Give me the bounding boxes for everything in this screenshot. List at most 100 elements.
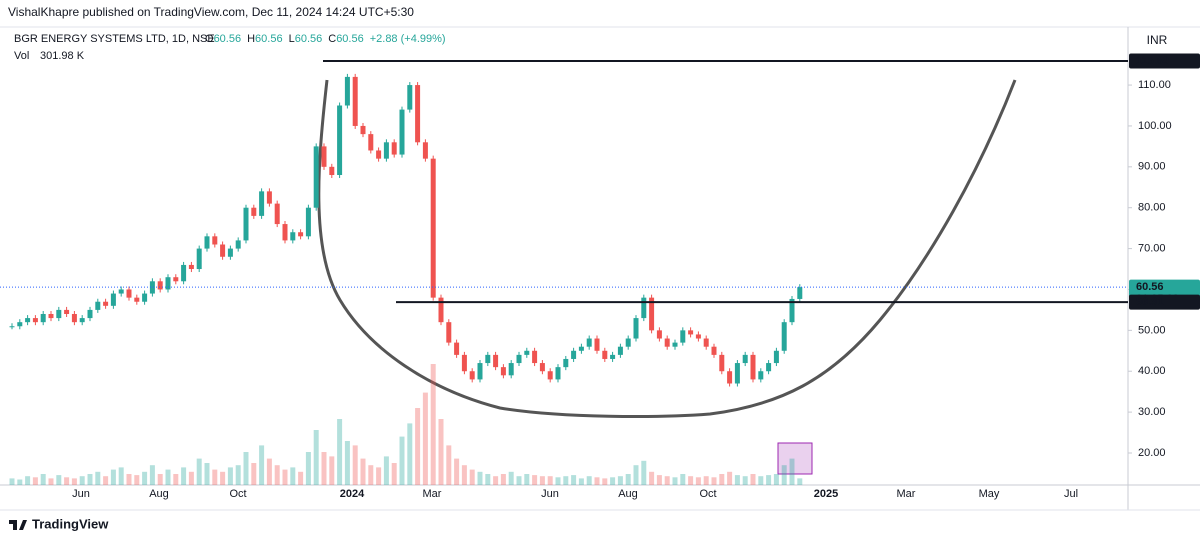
symbol: BGR ENERGY SYSTEMS LTD, 1D, NSE	[14, 33, 215, 45]
volume-bar	[781, 465, 787, 485]
candle-body	[251, 207, 257, 216]
volume-bar	[399, 436, 405, 485]
candle-body	[485, 354, 491, 364]
volume-bar	[766, 475, 772, 485]
candle-body	[415, 85, 421, 143]
candle-body	[126, 289, 132, 298]
x-tick-label: May	[979, 488, 1000, 500]
x-tick-label: Mar	[897, 488, 916, 500]
volume-bar	[563, 476, 569, 485]
change: +2.88 (+4.99%)	[370, 33, 446, 45]
cup-drawing	[317, 79, 1017, 418]
candle-body	[352, 76, 358, 126]
candle-body	[56, 309, 62, 319]
candle-body	[594, 338, 600, 351]
volume-bar	[391, 463, 397, 485]
candle-body	[703, 338, 709, 347]
candle-body	[602, 350, 608, 359]
candle-body	[797, 287, 803, 299]
currency[interactable]: INR	[1147, 33, 1168, 47]
candle-body	[695, 334, 701, 339]
volume-bar	[305, 452, 311, 485]
volume-bar	[95, 471, 101, 485]
publisher: VishalKhapre published on TradingView.co…	[8, 5, 414, 19]
candle-body	[173, 277, 179, 282]
volume-bar	[555, 477, 561, 485]
volume-bar	[664, 476, 670, 485]
volume-bar	[625, 474, 631, 485]
y-tick-label: 80.00	[1138, 202, 1166, 214]
volume-bar	[773, 474, 779, 485]
candle-body	[368, 134, 374, 151]
volume-bar	[438, 419, 444, 485]
ohlc-label: L	[289, 33, 295, 45]
price-tag-value: 115.89	[1136, 55, 1169, 67]
volume-bar	[750, 474, 756, 485]
volume-bar	[383, 456, 389, 485]
volume-bar	[649, 471, 655, 485]
candle-body	[688, 330, 694, 335]
volume-bar	[376, 467, 382, 485]
candle-body	[664, 338, 670, 347]
volume-bar	[461, 465, 467, 485]
y-tick-label: 90.00	[1138, 161, 1166, 173]
volume-bar	[32, 477, 38, 485]
volume-bar	[734, 475, 740, 485]
volume-bar	[493, 476, 499, 485]
volume-bar	[134, 475, 140, 485]
candle-body	[321, 146, 327, 167]
volume-bar	[477, 471, 483, 485]
candle-body	[110, 293, 116, 306]
volume-bar	[79, 476, 85, 485]
x-tick-label: Oct	[229, 488, 246, 500]
candle-body	[17, 322, 23, 327]
volume-bar	[196, 458, 202, 485]
candle-body	[719, 354, 725, 372]
candle-body	[571, 350, 577, 359]
price-tag-value: 56.91	[1136, 296, 1164, 308]
volume-bar	[446, 445, 452, 485]
candle-body	[220, 244, 226, 257]
candle-body	[758, 371, 764, 380]
volume-bar	[118, 467, 124, 485]
volume-bar	[586, 476, 592, 485]
candle-body	[298, 232, 304, 237]
volume-bar	[500, 474, 506, 485]
volume-bar	[181, 467, 187, 485]
volume-bar	[368, 465, 374, 485]
candle-body	[578, 346, 584, 351]
volume-bar	[672, 477, 678, 485]
volume-bar	[40, 474, 46, 485]
volume-bar	[313, 430, 319, 485]
ohlc-label: O	[205, 33, 214, 45]
candle-body	[9, 326, 15, 328]
highlight-box	[777, 442, 813, 475]
price-tag	[1129, 53, 1200, 69]
candle-body	[430, 158, 436, 298]
volume-bar	[407, 423, 413, 485]
volume-bar	[485, 474, 491, 485]
y-tick-label: 100.00	[1138, 120, 1172, 132]
candle-body	[422, 142, 428, 159]
candle-body	[118, 289, 124, 294]
x-tick-label: Aug	[149, 488, 169, 500]
volume-bar	[688, 476, 694, 485]
candle-body	[188, 264, 194, 270]
candle-body	[516, 354, 522, 364]
volume-bar	[524, 474, 530, 485]
volume-bar	[337, 419, 343, 485]
candle-body	[79, 318, 85, 323]
candle-body	[391, 142, 397, 155]
volume-bar	[695, 477, 701, 485]
candle-body	[95, 301, 101, 310]
volume-bar	[290, 467, 296, 485]
volume-bar	[352, 445, 358, 485]
volume-bar	[516, 476, 522, 485]
candle-body	[617, 346, 623, 355]
volume-bar	[235, 465, 241, 485]
y-tick-label: 110.00	[1138, 79, 1171, 91]
candle-body	[32, 318, 38, 323]
volume-bar	[656, 475, 662, 485]
volume-bar	[344, 441, 350, 485]
candle-body	[48, 313, 54, 319]
